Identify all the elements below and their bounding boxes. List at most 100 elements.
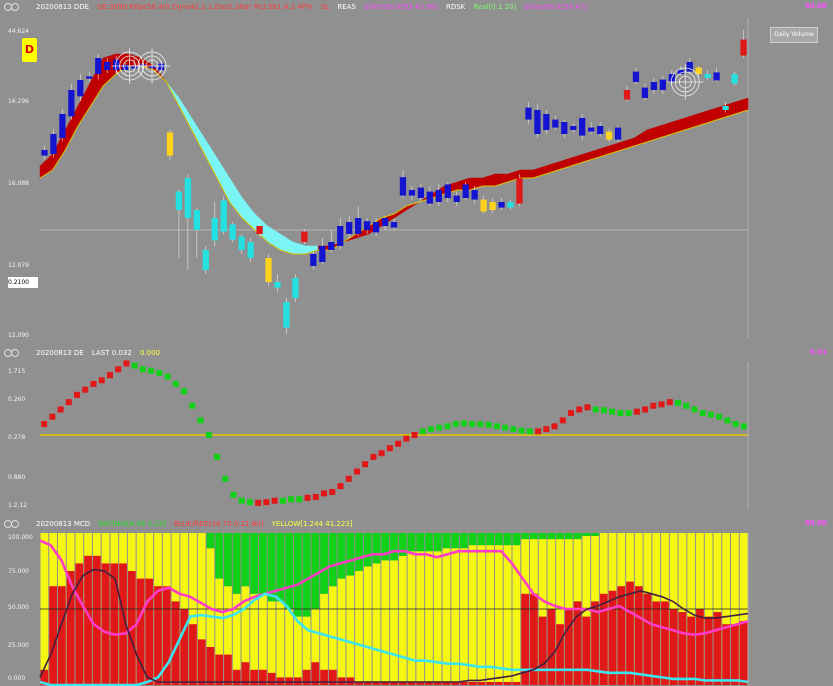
macd-green-bar	[425, 533, 433, 552]
macd-yellow-bar	[556, 539, 564, 685]
macd-yellow-bar	[259, 593, 267, 685]
dde-tag: 0.01	[809, 348, 827, 356]
macd-red-bar	[538, 616, 547, 685]
macd-red-bar	[477, 681, 486, 685]
dde-dot	[716, 413, 723, 420]
macd-yellow-bar	[416, 551, 425, 685]
dde-dot	[353, 468, 360, 475]
dde-dot	[576, 406, 583, 413]
candle-body	[408, 190, 416, 196]
macd-green-bar	[564, 533, 573, 540]
macd-red-bar	[704, 616, 713, 685]
dde-dot	[477, 421, 484, 428]
macd-green-bar	[267, 533, 276, 602]
macd-green-bar	[311, 533, 320, 609]
macd-red-bar	[521, 593, 529, 685]
candle-body	[677, 70, 684, 74]
macd-green-bar	[398, 533, 407, 556]
macd-green-bar	[433, 533, 442, 552]
dde-y-label: 0.278	[8, 434, 26, 441]
candle-body	[77, 80, 84, 97]
dde-dot	[666, 399, 673, 406]
candle-body	[328, 242, 335, 250]
main-header-text3: REAS	[337, 3, 356, 11]
dde-dot	[419, 428, 426, 435]
main-header-text4: elder/deck[93 43.98]	[364, 3, 438, 11]
candle-body	[498, 202, 505, 208]
macd-green-bar	[328, 533, 337, 587]
macd-red-bar	[40, 669, 49, 685]
candle-body	[86, 76, 93, 79]
daily-volume-select[interactable]: Daily Volume	[770, 27, 818, 43]
main-header-text1: GE:3090 K6pe56.4/0 Dyne42.1 1.Dos2.3Nar …	[97, 3, 313, 11]
trend-band-segment	[406, 201, 420, 211]
main-badge[interactable]: D	[22, 38, 37, 62]
dde-dot	[98, 377, 105, 384]
current-price-label: 0.2100	[8, 277, 38, 288]
macd-green-bar	[547, 533, 556, 540]
macd-red-bar	[215, 654, 224, 685]
macd-yellow-bar	[407, 551, 416, 685]
macd-red-bar	[136, 578, 145, 685]
candle-body	[130, 66, 138, 69]
dde-dot	[535, 428, 542, 435]
macd-yellow-bar	[468, 545, 477, 685]
macd-red-bar	[495, 681, 503, 685]
panel-controls[interactable]	[4, 3, 19, 11]
dde-dot	[403, 435, 410, 442]
dde-dot	[724, 417, 731, 424]
candle-body	[346, 222, 353, 234]
dde-dot	[156, 369, 163, 376]
macd-green-bar	[346, 533, 355, 576]
macd-red-bar	[180, 609, 189, 685]
candle-body	[390, 222, 398, 228]
macd-green-bar	[477, 533, 486, 546]
dde-header: 20200813 DE LAST 0.032 0.000	[0, 346, 833, 360]
candle-body	[632, 71, 640, 82]
macd-header: 20200813 MCD DIF/DEA[4.09 3.22] BLUE/RED…	[0, 517, 833, 531]
main-header-text5: RDSK	[445, 3, 466, 11]
macd-red-bar	[739, 621, 748, 685]
macd-green-bar	[573, 533, 582, 540]
dde-dot	[625, 410, 632, 417]
macd-tag: 80.00	[804, 519, 827, 527]
dde-dot	[518, 427, 525, 434]
candle-body	[426, 191, 433, 204]
dde-dot	[172, 380, 179, 387]
main-y-label: 44.624	[8, 28, 29, 35]
macd-green-bar	[495, 533, 503, 546]
macd-red-bar	[92, 555, 101, 685]
macd-red-bar	[486, 681, 495, 685]
macd-yellow-bar	[381, 560, 390, 685]
macd-y-label: 75.000	[8, 568, 29, 575]
panel-controls[interactable]	[4, 520, 19, 528]
dde-dot	[386, 445, 393, 452]
candle-body	[596, 126, 604, 134]
dde-dot	[658, 401, 665, 408]
candle-body	[525, 107, 532, 120]
candle-body	[301, 231, 308, 242]
macd-red-bar	[678, 612, 687, 685]
macd-yellow-bar	[442, 548, 451, 685]
macd-green-bar	[355, 533, 363, 571]
panel-controls[interactable]	[4, 349, 19, 357]
candle-body	[184, 178, 192, 218]
macd-green-bar	[503, 533, 512, 546]
dde-dot	[691, 406, 698, 413]
macd-green-bar	[451, 533, 460, 549]
dde-dot	[106, 372, 113, 379]
macd-red-bar	[197, 639, 206, 685]
macd-red-bar	[669, 609, 678, 685]
trend-band-segment	[292, 241, 306, 255]
dde-dot	[345, 475, 352, 482]
macd-yellow-bar	[451, 548, 460, 685]
macd-green-bar	[416, 533, 425, 552]
macd-red-bar	[564, 609, 573, 685]
dde-dot	[444, 423, 451, 430]
dde-panel: 20200813 DE LAST 0.032 0.000 0.01 1.715 …	[0, 346, 833, 514]
trend-band-segment	[520, 169, 534, 179]
candle-body	[50, 134, 57, 154]
trend-band-segment	[229, 177, 243, 219]
dde-dot	[559, 417, 566, 424]
macd-red-bar	[250, 669, 259, 685]
